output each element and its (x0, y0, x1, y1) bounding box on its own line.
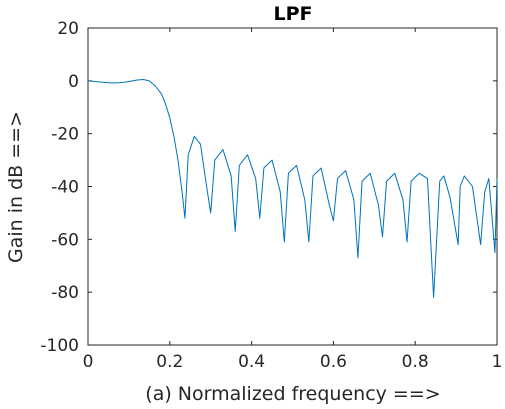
y-tick-label: 20 (57, 19, 79, 39)
y-axis-label: Gain in dB ==> (5, 111, 27, 263)
x-tick-label: 0.6 (320, 352, 347, 372)
x-axis-label: (a) Normalized frequency ==> (145, 383, 440, 405)
x-tick-label: 0 (83, 352, 94, 372)
chart-title: LPF (273, 3, 312, 25)
x-tick-label: 1 (492, 352, 503, 372)
x-tick-label: 0.4 (238, 352, 265, 372)
plot-area: 0 0.2 0.4 0.6 0.8 1 20 0 -20 -40 -60 -80 -100 (40, 19, 502, 372)
plot-frame (87, 27, 498, 346)
series-line (87, 79, 498, 298)
y-tick-label: -40 (51, 178, 79, 198)
y-tick-label: -80 (51, 283, 79, 303)
y-tick-label: -20 (51, 125, 79, 145)
x-tick-label: 0.2 (156, 352, 183, 372)
y-tick-label: -60 (51, 230, 79, 250)
y-tick-label: -100 (40, 336, 79, 356)
x-tick-label: 0.8 (402, 352, 429, 372)
y-tick-label: 0 (68, 72, 79, 92)
